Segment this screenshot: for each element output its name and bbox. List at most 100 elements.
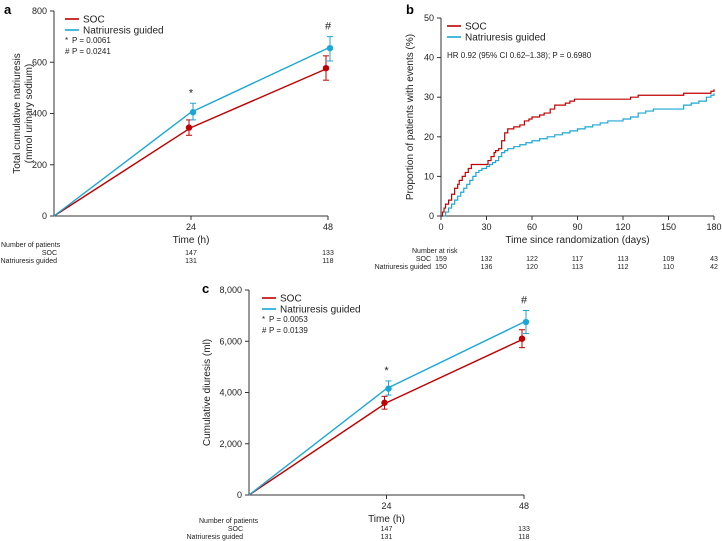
p-value-text: P = 0.0139 bbox=[269, 326, 308, 335]
panel-a-natriuresis-chart: 0 200 400 600 800 24 48 Time (h) Total cumulativ… bbox=[1, 6, 334, 265]
x-tick-label: 30 bbox=[481, 222, 491, 232]
p-value-text: P = 0.0053 bbox=[269, 315, 308, 324]
series-line-soc bbox=[248, 338, 525, 496]
patients-table-row-label: SOC bbox=[42, 250, 57, 257]
x-tick-label: 90 bbox=[572, 222, 582, 232]
patients-table-row-label: Natriuresis guided bbox=[187, 534, 244, 541]
x-tick-label: 120 bbox=[615, 222, 630, 232]
y-axis-label-line2: (mmol urinary sodium) bbox=[24, 64, 35, 163]
x-tick-label: 60 bbox=[527, 222, 537, 232]
risk-table-value: 113 bbox=[617, 256, 628, 263]
legend-label: Natriuresis guided bbox=[280, 305, 361, 316]
patients-table-value: 118 bbox=[322, 258, 333, 265]
patients-table-value: 131 bbox=[185, 258, 197, 265]
risk-table-value: 42 bbox=[710, 264, 718, 271]
risk-table-row-label: SOC bbox=[416, 256, 431, 263]
p-value-symbol: # bbox=[65, 47, 70, 56]
y-tick-label: 4,000 bbox=[219, 388, 242, 398]
risk-table-value: 112 bbox=[617, 264, 628, 271]
x-tick-label: 48 bbox=[323, 222, 333, 232]
y-tick-label: 30 bbox=[424, 92, 434, 102]
risk-table-value: 122 bbox=[526, 256, 538, 263]
risk-table-row-label: Natriuresis guided bbox=[375, 264, 432, 271]
x-tick-label: 24 bbox=[381, 501, 391, 511]
risk-table-value: 159 bbox=[435, 256, 447, 263]
patients-table-value: 147 bbox=[185, 250, 197, 257]
data-point bbox=[381, 399, 388, 406]
patients-table-value: 118 bbox=[518, 534, 529, 541]
data-point bbox=[518, 335, 526, 342]
y-tick-label: 0 bbox=[237, 490, 242, 500]
y-tick-label: 10 bbox=[424, 171, 434, 181]
risk-table-value: 113 bbox=[572, 264, 583, 271]
y-tick-label: 40 bbox=[424, 53, 434, 63]
p-value-symbol: * bbox=[262, 315, 265, 324]
risk-table-value: 109 bbox=[663, 256, 675, 263]
p-value-text: P = 0.0241 bbox=[72, 47, 111, 56]
y-tick-label: 400 bbox=[32, 109, 47, 119]
legend-label: Natriuresis guided bbox=[83, 26, 164, 37]
legend-label: Natriuresis guided bbox=[465, 33, 546, 44]
panel-b-letter: b bbox=[406, 2, 414, 17]
step-curve-soc bbox=[441, 89, 715, 217]
patients-table-title: Number of patients bbox=[1, 242, 61, 249]
series-line-natriuresis-guided bbox=[53, 47, 329, 217]
data-point bbox=[185, 124, 193, 131]
p-value-symbol: * bbox=[65, 36, 68, 45]
legend-label: SOC bbox=[280, 294, 302, 305]
x-tick-label: 150 bbox=[661, 222, 676, 232]
legend-label: SOC bbox=[465, 22, 487, 33]
p-value-text: P = 0.0061 bbox=[72, 36, 111, 45]
y-tick-label: 2,000 bbox=[219, 439, 242, 449]
y-tick-label: 600 bbox=[32, 57, 47, 67]
y-axis-label: Proportion of patients with events (%) bbox=[405, 34, 416, 200]
panel-b-events-chart: 0 10 20 30 40 50 0 30 60 90 120 150 180 Time since ra… bbox=[375, 13, 722, 271]
panel-c-diuresis-chart: 0 2,000 4,000 6,000 8,000 24 48 Time (h) Cumulat… bbox=[187, 285, 530, 541]
panel-a-letter: a bbox=[4, 2, 12, 17]
x-tick-label: 180 bbox=[706, 222, 721, 232]
patients-table-value: 147 bbox=[381, 526, 393, 533]
y-tick-label: 8,000 bbox=[219, 285, 242, 295]
y-tick-label: 0 bbox=[42, 211, 47, 221]
panel-c-letter: c bbox=[202, 281, 209, 296]
x-tick-label: 24 bbox=[186, 222, 196, 232]
x-axis-label: Time since randomization (days) bbox=[505, 235, 649, 246]
risk-table-title: Number at risk bbox=[412, 248, 458, 255]
y-axis-label: Cumulative diuresis (ml) bbox=[202, 339, 213, 446]
data-point bbox=[385, 385, 392, 392]
x-tick-label: 0 bbox=[438, 222, 443, 232]
risk-table-value: 132 bbox=[481, 256, 493, 263]
risk-table-value: 110 bbox=[663, 264, 674, 271]
y-tick-label: 6,000 bbox=[219, 336, 242, 346]
y-tick-label: 20 bbox=[424, 132, 434, 142]
x-axis-label: Time (h) bbox=[368, 514, 405, 525]
patients-table-value: 133 bbox=[322, 250, 334, 257]
data-point bbox=[322, 64, 330, 72]
risk-table-value: 117 bbox=[572, 256, 583, 263]
risk-table-value: 136 bbox=[481, 264, 493, 271]
patients-table-title: Number of patients bbox=[199, 518, 259, 525]
patients-table-row-label: SOC bbox=[228, 526, 243, 533]
risk-table-value: 43 bbox=[710, 256, 718, 263]
y-axis-label: Total cumulative natriuresis bbox=[12, 53, 23, 174]
y-tick-label: 0 bbox=[429, 211, 434, 221]
data-point bbox=[189, 109, 197, 116]
x-tick-label: 48 bbox=[519, 501, 529, 511]
patients-table-row-label: Natriuresis guided bbox=[1, 258, 58, 265]
legend-label: SOC bbox=[83, 15, 105, 26]
step-curve-natriuresis-guided bbox=[441, 93, 715, 217]
risk-table-value: 150 bbox=[435, 264, 447, 271]
p-value-symbol: # bbox=[262, 326, 267, 335]
patients-table-value: 133 bbox=[518, 526, 530, 533]
significance-marker: * bbox=[384, 365, 389, 377]
y-tick-label: 800 bbox=[32, 6, 47, 16]
patients-table-value: 131 bbox=[381, 534, 393, 541]
significance-marker: * bbox=[189, 87, 194, 99]
y-tick-label: 200 bbox=[32, 160, 47, 170]
data-point bbox=[326, 44, 334, 52]
y-tick-label: 50 bbox=[424, 13, 434, 23]
x-axis-label: Time (h) bbox=[173, 235, 210, 246]
series-line-natriuresis-guided bbox=[248, 321, 525, 496]
significance-marker: # bbox=[325, 21, 332, 33]
